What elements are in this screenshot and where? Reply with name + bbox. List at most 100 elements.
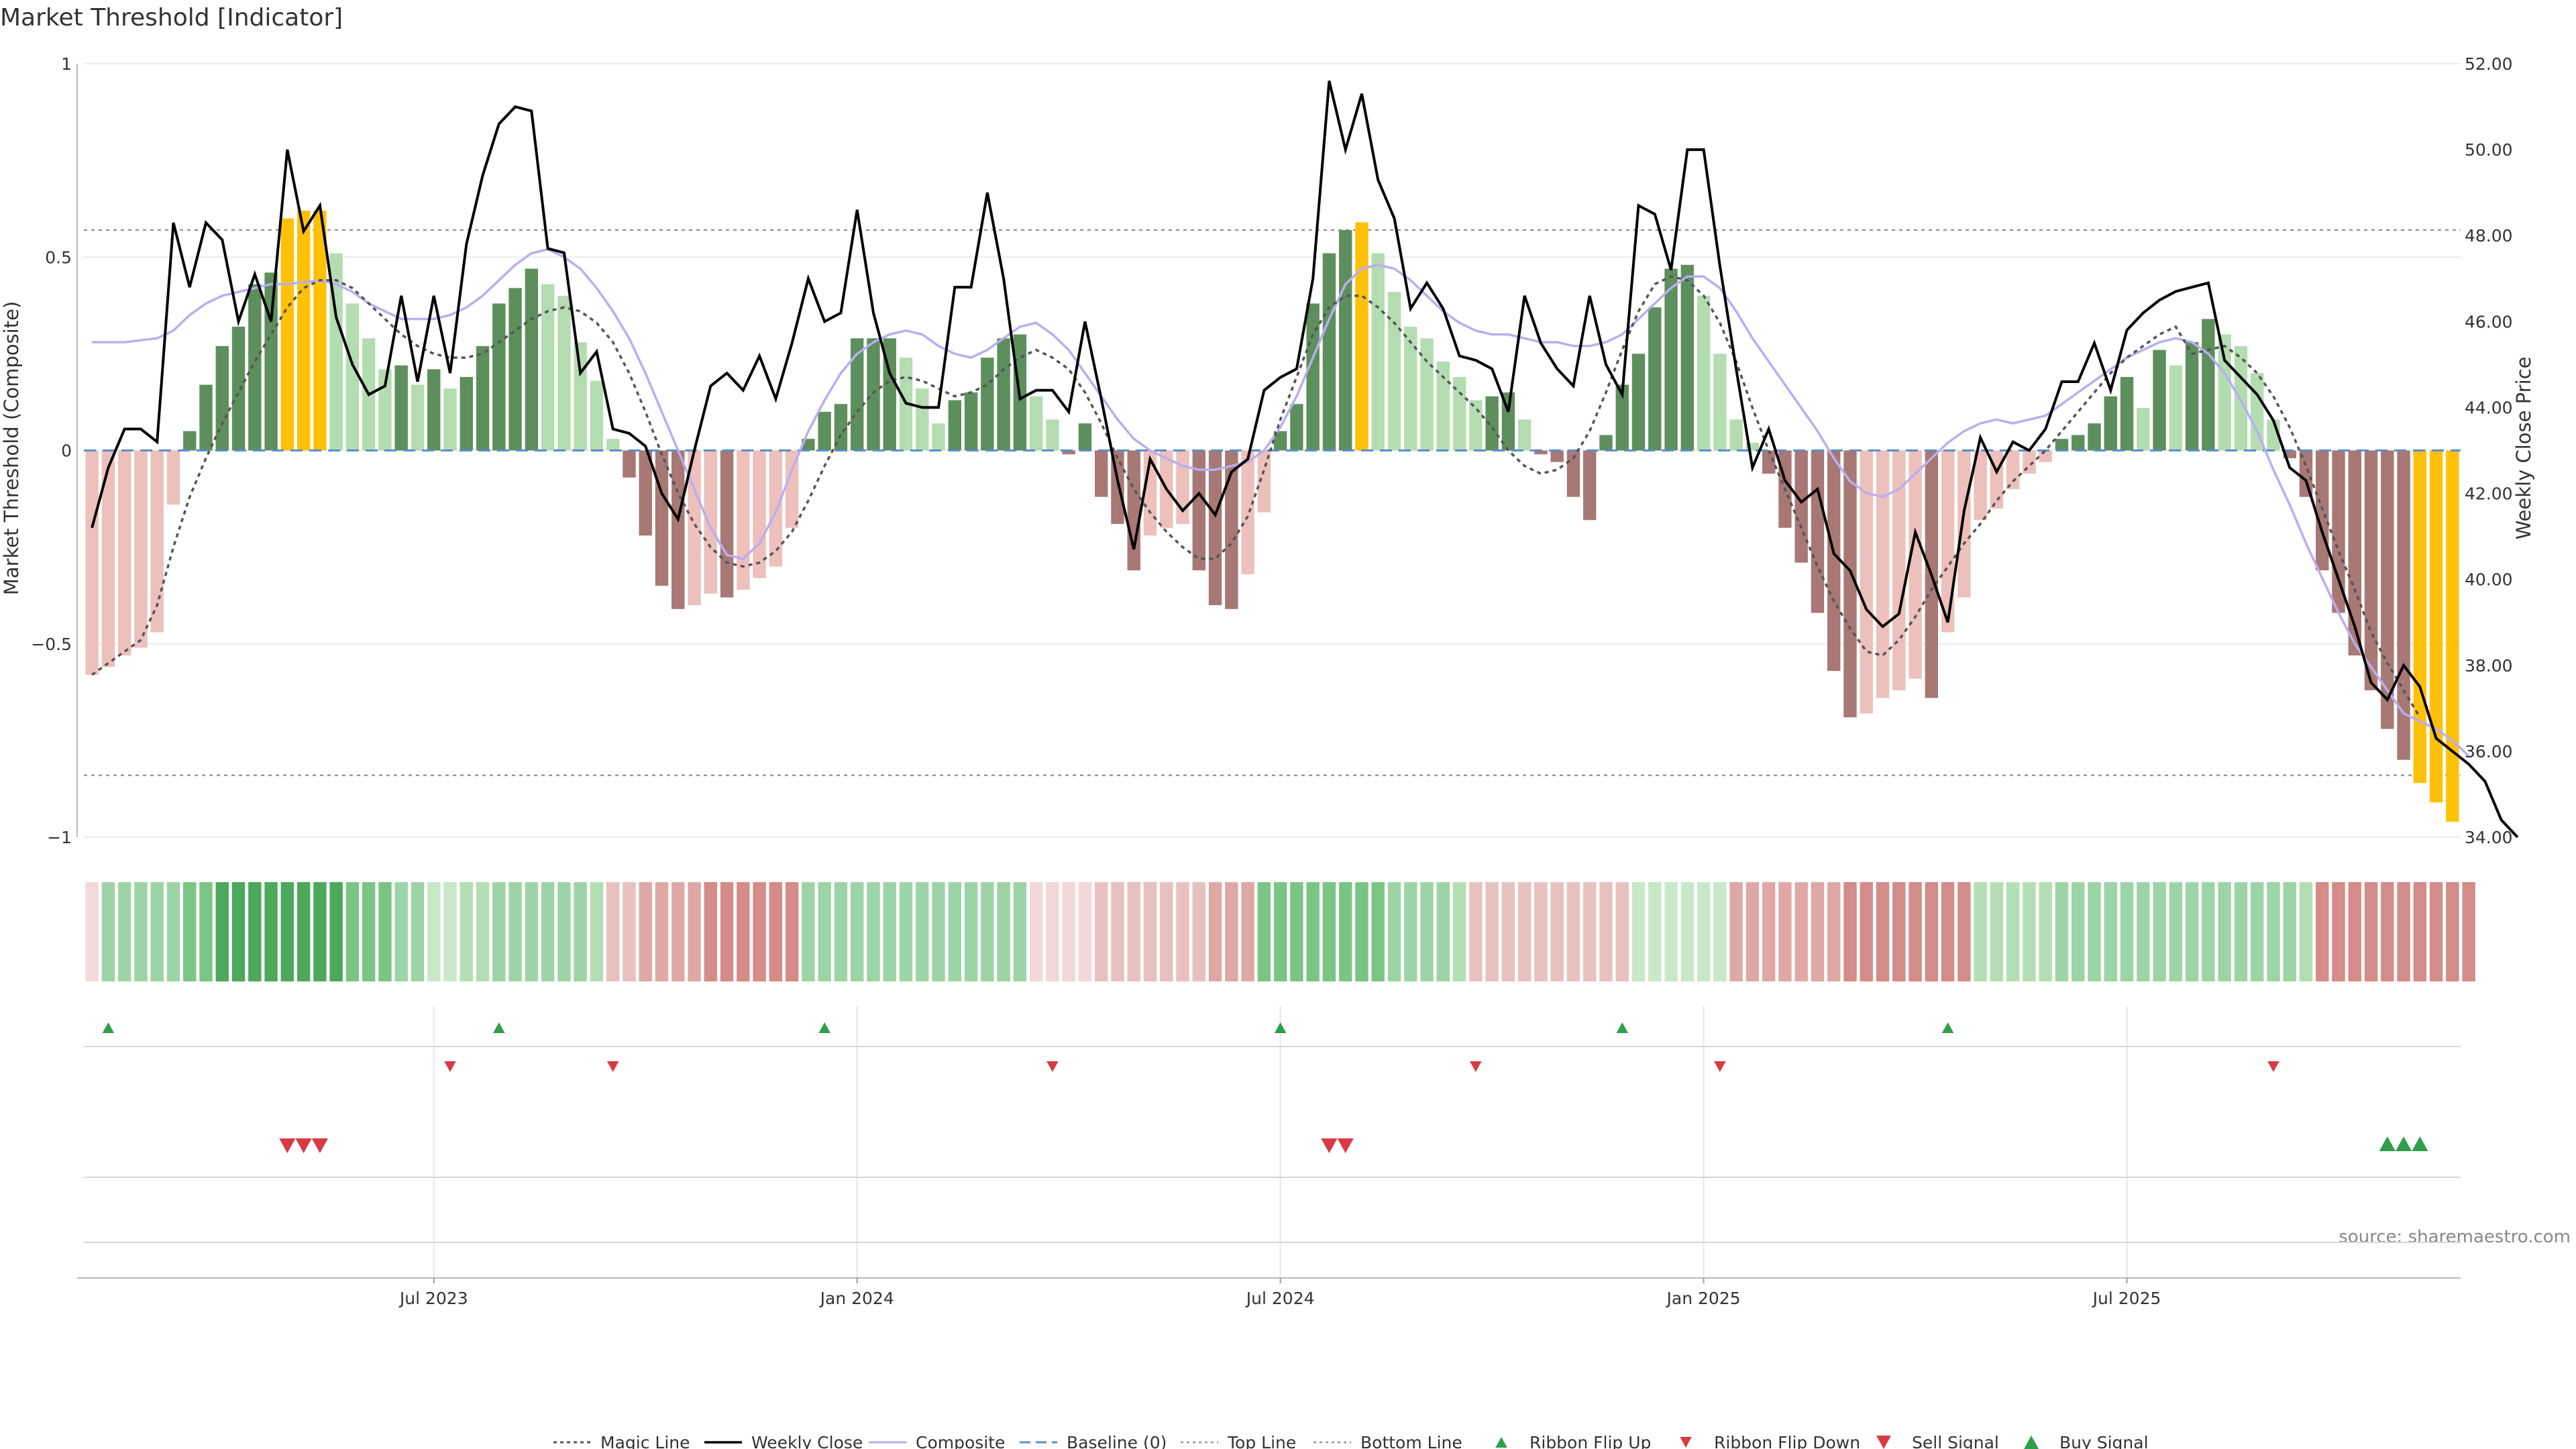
ribbon-cell xyxy=(2039,882,2052,981)
ribbon-cell xyxy=(134,882,148,981)
composite-bar xyxy=(1452,376,1466,451)
ribbon-cell xyxy=(2299,882,2313,981)
composite-bar xyxy=(1469,400,1483,451)
composite-bar xyxy=(1794,450,1808,563)
composite-bar xyxy=(981,358,994,451)
ribbon-cell xyxy=(574,882,587,981)
ribbon-cell xyxy=(1974,882,1987,981)
composite-bar xyxy=(2072,435,2085,451)
ribbon-cell xyxy=(443,882,457,981)
ribbon-cell xyxy=(1680,882,1695,981)
signal-markers xyxy=(102,1022,2428,1153)
right-tick-label: 48.00 xyxy=(2465,226,2513,246)
composite-bar xyxy=(476,345,490,451)
ribbon-cell xyxy=(1615,882,1629,981)
ribbon-cell xyxy=(1322,882,1336,981)
ribbon-cell xyxy=(2348,882,2361,981)
ribbon-cell xyxy=(1664,882,1678,981)
ribbon-cell xyxy=(101,882,115,981)
composite-bar xyxy=(557,295,571,451)
ribbon-cell xyxy=(639,882,652,981)
ribbon-cell xyxy=(2413,882,2427,981)
ribbon-cell xyxy=(899,882,913,981)
ribbon-cell xyxy=(1387,882,1401,981)
grid xyxy=(84,63,2461,1278)
left-tick-label: 0 xyxy=(61,441,72,461)
ribbon-cell xyxy=(1925,882,1939,981)
composite-bar xyxy=(1371,253,1385,451)
composite-bar xyxy=(264,272,278,451)
ribbon-cell xyxy=(264,882,278,981)
ribbon-cell xyxy=(166,882,180,981)
composite-bar xyxy=(1713,354,1727,451)
composite-bar xyxy=(1094,450,1108,497)
ribbon-cell xyxy=(850,882,864,981)
ribbon-flip-up-marker xyxy=(102,1022,115,1033)
ribbon-flip-up-marker xyxy=(818,1022,830,1033)
composite-bar xyxy=(1680,264,1695,451)
composite-bar xyxy=(1664,268,1678,451)
ribbon-cell xyxy=(1143,882,1157,981)
composite-bar xyxy=(1387,292,1401,451)
composite-bar xyxy=(1338,229,1352,451)
ribbon-cell xyxy=(623,882,636,981)
ribbon-cell xyxy=(117,882,131,981)
legend-swatch-buy xyxy=(2024,1436,2039,1449)
composite-bar xyxy=(1078,423,1092,451)
ribbon-cell xyxy=(948,882,961,981)
ribbon-cell xyxy=(1127,882,1140,981)
ribbon-cell xyxy=(492,882,506,981)
legend-swatch-sell xyxy=(1876,1436,1891,1449)
composite-bar xyxy=(1566,450,1580,497)
ribbon-cell xyxy=(1990,882,2004,981)
composite-bar xyxy=(1697,295,1711,451)
right-tick-label: 42.00 xyxy=(2465,484,2513,504)
ribbon-cell xyxy=(753,882,766,981)
ribbon-flip-up-marker xyxy=(1941,1022,1954,1033)
ribbon-flip-down-marker xyxy=(606,1061,619,1072)
ribbon-cell xyxy=(1225,882,1238,981)
ribbon-cell xyxy=(2316,882,2329,981)
ribbon-cell xyxy=(883,882,896,981)
right-tick-label: 44.00 xyxy=(2465,398,2513,417)
ribbon-flip-up-marker xyxy=(1274,1022,1287,1033)
composite-bar xyxy=(411,384,425,451)
ribbon-cell xyxy=(688,882,701,981)
ribbon-cell xyxy=(362,882,376,981)
ribbon-cell xyxy=(150,882,164,981)
composite-line xyxy=(92,248,2470,757)
composite-bar xyxy=(1257,450,1271,513)
composite-bar xyxy=(818,411,831,451)
ribbon-cell xyxy=(313,882,327,981)
composite-bar xyxy=(850,338,864,451)
ribbon-cell xyxy=(1860,882,1873,981)
ribbon-cell xyxy=(2234,882,2248,981)
composite-bar xyxy=(215,345,229,451)
ribbon-cell xyxy=(1485,882,1499,981)
composite-bar xyxy=(2446,450,2459,822)
composite-bar xyxy=(492,303,506,451)
composite-bar xyxy=(460,376,473,451)
ribbon-cell xyxy=(2088,882,2101,981)
composite-bar xyxy=(1729,419,1743,451)
ribbon-cell xyxy=(1013,882,1027,981)
legend-label-sell: Sell Signal xyxy=(1912,1433,1999,1449)
composite-bar xyxy=(345,303,360,451)
ribbon-cell xyxy=(737,882,750,981)
composite-bar xyxy=(231,327,246,451)
ribbon-cell xyxy=(1876,882,1890,981)
composite-bar xyxy=(1762,450,1776,474)
composite-bar xyxy=(2348,450,2361,656)
composite-bar xyxy=(2202,319,2215,451)
composite-bar xyxy=(1208,450,1222,606)
ribbon-cell xyxy=(2267,882,2280,981)
right-tick-label: 38.00 xyxy=(2465,656,2513,676)
ribbon-cell xyxy=(1794,882,1808,981)
ribbon-cell xyxy=(1338,882,1352,981)
ribbon-cell xyxy=(2072,882,2085,981)
ribbon-cell xyxy=(215,882,229,981)
composite-bar xyxy=(1909,450,1922,679)
composite-bar xyxy=(508,288,522,451)
composite-bar xyxy=(2153,350,2166,451)
composite-bar xyxy=(1273,431,1287,451)
